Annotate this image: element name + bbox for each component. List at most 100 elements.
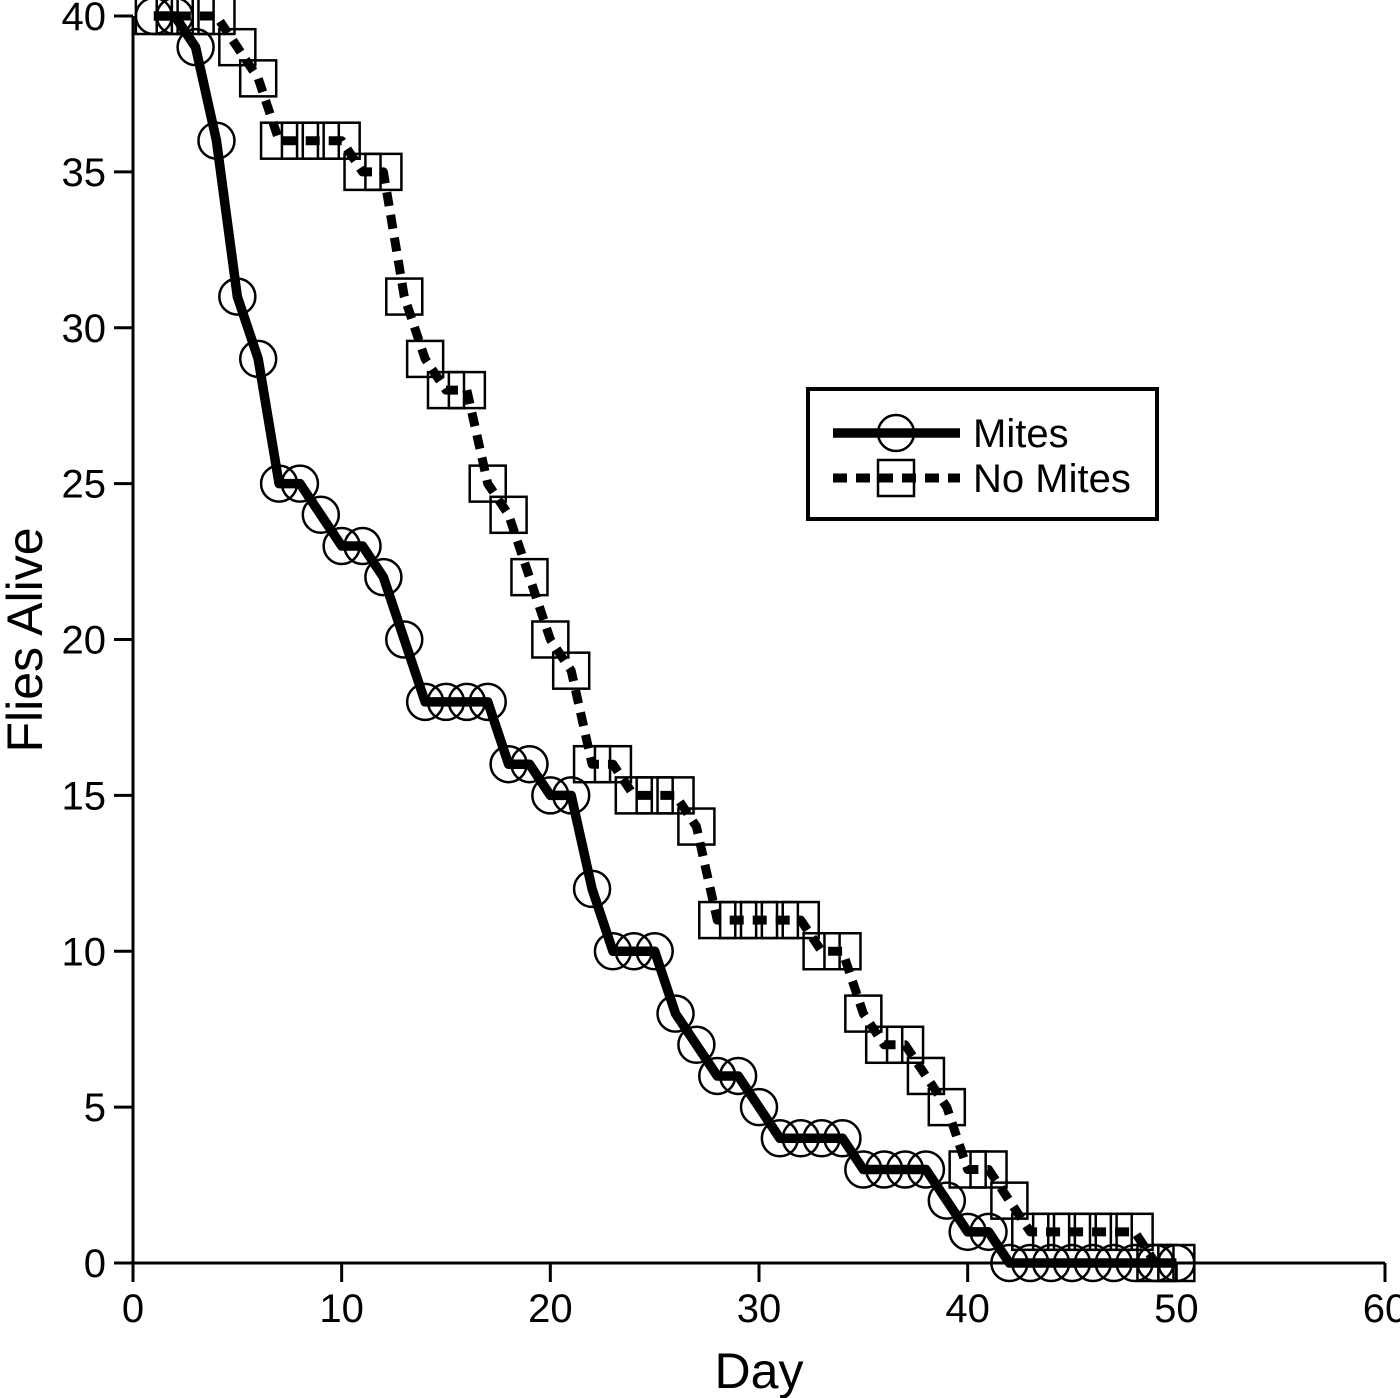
series-mites-point: [489, 744, 528, 784]
series-mites-point: [364, 557, 403, 597]
series-mites-point: [698, 1056, 737, 1096]
series-no-mites-point: [572, 744, 612, 784]
series-mites-point: [1073, 1243, 1113, 1283]
series-mites-point: [969, 1212, 1008, 1252]
series-mites-point: [781, 1119, 820, 1158]
series-no-mites-point: [948, 1150, 987, 1189]
legend-box: [806, 387, 1159, 521]
series-no-mites-point: [1136, 1243, 1175, 1283]
series-no-mites-point: [1073, 1212, 1113, 1252]
series-mites-point: [802, 1119, 841, 1158]
y-axis-title: Flies Alive: [0, 527, 53, 752]
y-tick-label: 5: [84, 1086, 106, 1130]
y-tick-label: 35: [62, 151, 107, 195]
series-mites-point: [1094, 1243, 1133, 1283]
series-mites-point: [426, 682, 466, 722]
series-mites-point: [218, 277, 257, 316]
series-mites-point: [531, 776, 570, 815]
series-no-mites-point: [614, 776, 654, 815]
series-no-mites-point: [718, 900, 758, 940]
series-mites-point: [656, 994, 695, 1033]
series-no-mites-point: [1052, 1212, 1092, 1252]
series-mites-point: [677, 1025, 716, 1065]
x-tick-label: 0: [122, 1287, 144, 1331]
series-mites-point: [760, 1119, 800, 1158]
series-mites-point: [593, 932, 633, 971]
plot-area: 0 10 20 30 40 50 60 0 5 10 15 20 25 30 35 40: [62, 0, 1400, 1331]
series-no-mites-point: [426, 370, 466, 410]
series-mites-point: [447, 682, 487, 722]
series-no-mites-point: [593, 744, 633, 784]
series-mites-point: [739, 1087, 779, 1127]
series-no-mites-point: [677, 807, 716, 846]
series-mites-point: [551, 776, 591, 815]
y-tick-label: 10: [62, 930, 107, 974]
series-no-mites-point: [1115, 1212, 1154, 1252]
series-mites-point: [927, 1181, 967, 1220]
legend-no-mites-label: No Mites: [973, 457, 1131, 501]
series-no-mites-point: [656, 776, 695, 815]
x-tick-label: 50: [1154, 1287, 1199, 1331]
series-mites-point: [906, 1150, 946, 1189]
series-mites-point: [343, 526, 382, 566]
series-mites-point: [948, 1212, 987, 1252]
series-mites-point: [1052, 1243, 1092, 1283]
legend-mites-label: Mites: [973, 412, 1069, 456]
x-axis-title: Day: [715, 1343, 804, 1398]
series-no-mites-point: [802, 932, 841, 971]
series-no-mites-point: [927, 1087, 967, 1127]
series-no-mites-point: [447, 370, 487, 410]
series-no-mites-point: [510, 557, 549, 597]
series-mites-point: [197, 121, 236, 160]
series-mites-point: [635, 932, 674, 971]
series-no-mites-point: [301, 121, 341, 160]
y-tick-label: 20: [62, 619, 107, 663]
series-mites-point: [614, 932, 654, 971]
series-no-mites-point: [635, 776, 674, 815]
series-no-mites-point: [197, 0, 236, 36]
series-mites-point: [301, 495, 341, 535]
series-no-mites-point: [823, 932, 862, 971]
y-tick-label: 30: [62, 307, 107, 351]
legend-no-mites-square-marker-icon: [876, 458, 916, 498]
series-no-mites-point: [364, 152, 403, 192]
legend-mites-circle-marker-icon: [876, 413, 916, 453]
series-no-mites-point: [280, 121, 320, 160]
series-no-mites-point: [551, 651, 591, 690]
x-tick-label: 20: [528, 1287, 573, 1331]
series-no-mites-point: [322, 121, 361, 160]
series-no-mites-point: [385, 277, 424, 316]
series-no-mites-point: [238, 59, 278, 98]
series-mites-point: [280, 464, 320, 503]
series-no-mites-line: [153, 11, 1177, 1268]
series-no-mites-point: [155, 0, 194, 36]
x-tick-label: 30: [737, 1287, 782, 1331]
series-mites-point: [1031, 1243, 1071, 1283]
series-no-mites-point: [134, 0, 174, 36]
series-mites-point: [864, 1150, 904, 1189]
series-no-mites-point: [259, 121, 299, 160]
series-no-mites-point: [990, 1181, 1029, 1220]
x-tick-label: 40: [945, 1287, 990, 1331]
series-mites-point: [176, 27, 215, 67]
series-mites-point: [238, 339, 278, 379]
series-no-mites-point: [176, 0, 215, 36]
series-mites-point: [510, 744, 549, 784]
series-mites-point: [718, 1056, 758, 1096]
series-no-mites-point: [218, 27, 257, 67]
x-tick-label: 10: [319, 1287, 364, 1331]
y-tick-label: 40: [62, 0, 107, 39]
series-no-mites-point: [1031, 1212, 1071, 1252]
series-no-mites-point: [969, 1150, 1008, 1189]
series-mites-point: [405, 682, 445, 722]
series-no-mites-point: [844, 994, 883, 1033]
y-tick-label: 0: [84, 1242, 106, 1286]
series-mites-point: [885, 1150, 925, 1189]
series-mites-point: [385, 620, 424, 659]
series-no-mites-point: [781, 900, 820, 940]
series-mites-point: [990, 1243, 1029, 1283]
series-no-mites-point: [468, 464, 507, 503]
legend: Mites No Mites: [806, 387, 1159, 521]
